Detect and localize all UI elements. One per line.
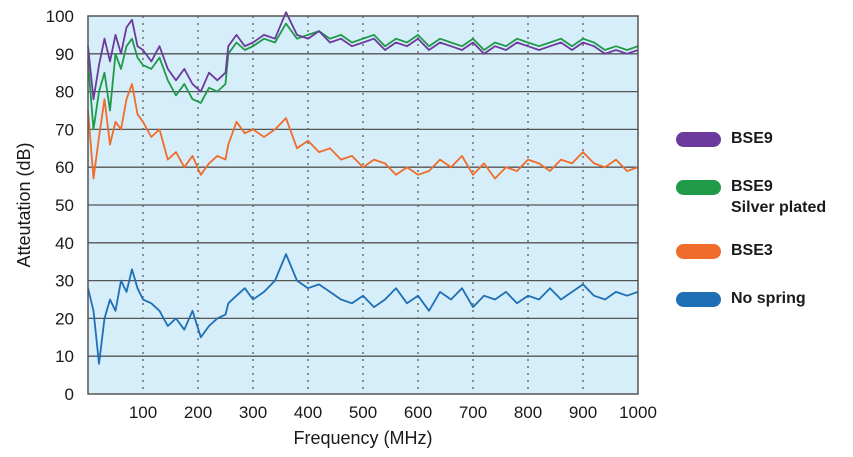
plot-border bbox=[87, 15, 639, 395]
x-tick-label: 600 bbox=[404, 403, 432, 422]
y-tick-label: 0 bbox=[65, 385, 74, 404]
x-tick-label: 900 bbox=[569, 403, 597, 422]
x-tick-labels: 100 200 300 400 500 600 700 800 900 1000 bbox=[129, 403, 657, 422]
series-line-bse9-silver-plated bbox=[87, 22, 639, 131]
x-tick-label: 800 bbox=[514, 403, 542, 422]
legend-label-bse9-silver: BSE9 bbox=[731, 178, 773, 195]
x-tick-label: 300 bbox=[239, 403, 267, 422]
legend-item-no-spring: No spring bbox=[676, 288, 851, 336]
legend-item-bse3: BSE3 bbox=[676, 240, 851, 288]
legend-swatch-bse9 bbox=[676, 132, 721, 147]
y-tick-label: 60 bbox=[55, 158, 74, 177]
y-tick-label: 90 bbox=[55, 45, 74, 64]
y-tick-labels: 0 10 20 30 40 50 60 70 80 90 100 bbox=[46, 7, 74, 404]
y-tick-label: 20 bbox=[55, 309, 74, 328]
x-tick-label: 200 bbox=[184, 403, 212, 422]
y-tick-label: 70 bbox=[55, 120, 74, 139]
x-tick-label: 100 bbox=[129, 403, 157, 422]
legend-label-no-spring: No spring bbox=[731, 290, 806, 307]
y-tick-label: 10 bbox=[55, 347, 74, 366]
legend-label-bse9: BSE9 bbox=[731, 130, 773, 147]
y-tick-label: 100 bbox=[46, 7, 74, 26]
x-axis-title: Frequency (MHz) bbox=[293, 428, 432, 448]
legend-label-bse3: BSE3 bbox=[731, 242, 773, 259]
legend-swatch-no-spring bbox=[676, 292, 721, 307]
legend-swatch-bse3 bbox=[676, 244, 721, 259]
x-tick-label: 500 bbox=[349, 403, 377, 422]
legend-swatch-bse9-silver bbox=[676, 180, 721, 195]
series-line-bse9 bbox=[87, 11, 639, 101]
y-axis-title: Atteutation (dB) bbox=[14, 142, 34, 267]
legend-item-bse9-silver: BSE9 Silver plated bbox=[676, 176, 851, 240]
y-tick-label: 40 bbox=[55, 234, 74, 253]
series-line-no-spring bbox=[87, 253, 639, 365]
legend-item-bse9: BSE9 bbox=[676, 128, 851, 176]
y-tick-label: 30 bbox=[55, 272, 74, 291]
series-layer bbox=[87, 11, 639, 365]
legend: BSE9 BSE9 Silver plated BSE3 No spring bbox=[676, 128, 851, 336]
legend-sublabel-silver-plated: Silver plated bbox=[731, 199, 827, 216]
y-tick-label: 80 bbox=[55, 83, 74, 102]
y-tick-label: 50 bbox=[55, 196, 74, 215]
x-tick-label: 700 bbox=[459, 403, 487, 422]
x-tick-label: 1000 bbox=[619, 403, 657, 422]
x-tick-label: 400 bbox=[294, 403, 322, 422]
series-line-bse3 bbox=[87, 83, 639, 180]
